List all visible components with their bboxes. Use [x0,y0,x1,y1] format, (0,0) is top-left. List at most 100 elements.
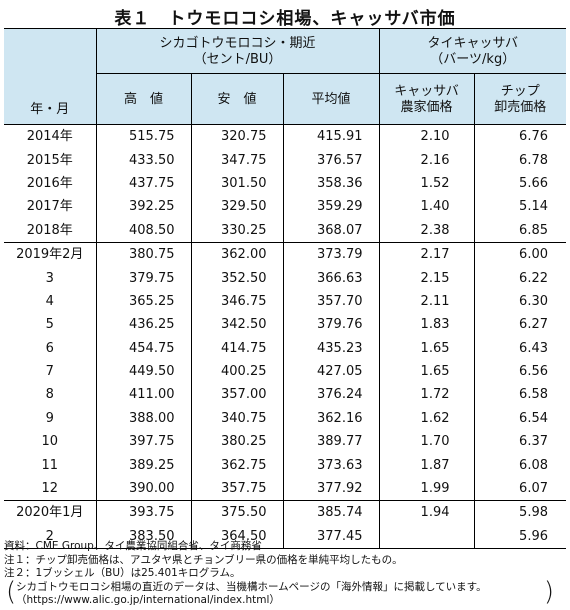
row-low: 352.50 [191,266,284,290]
header-chicago-corn-unit: （セント/BU） [193,51,282,67]
row-chip-price: 6.54 [519,410,548,426]
header-farm-price: キャッサバ 農家価格 [379,73,475,125]
note-source: 資料：CME Group、タイ農業協同組合省、タイ商務省 [4,540,262,552]
row-period: 2019年2月 [4,241,97,267]
row-farm-price: 1.99 [379,476,475,501]
row-chip-price: 5.14 [519,199,548,215]
row-farm-price: 2.15 [379,266,475,290]
row-low: 342.50 [191,313,284,337]
header-chip-price: チップ 卸売価格 [474,73,566,125]
note-link-text: シカゴトウモロコシ相場の直近のデータは、当機構ホームページの「海外情報」に掲載し… [16,580,487,593]
row-avg: 373.63 [283,453,380,477]
row-high: 392.25 [96,195,192,219]
header-farm-price-line1: キャッサバ [394,83,459,99]
row-chip-price: 5.98 [474,500,566,525]
close-paren-glyph: ) [543,576,554,607]
row-high: 449.50 [96,359,192,384]
row-low: 380.25 [191,430,284,454]
row-farm-price [379,524,475,549]
row-period: 2 [4,524,97,549]
header-thai-cassava: タイキャッサバ （バーツ/kg） [379,28,566,74]
row-avg: 385.74 [283,500,380,525]
row-high: 408.50 [96,218,192,243]
table-row: 3 379.75 352.50 366.63 2.15 6.22 [4,266,566,290]
row-high: 383.50 [96,524,192,549]
row-high: 389.25 [96,453,192,477]
row-low: 329.50 [191,195,284,219]
table-row: 2015年 433.50 347.75 376.57 2.16 6.78 [4,148,566,172]
row-low: 346.75 [191,289,284,314]
row-farm-price: 1.65 [379,359,475,384]
row-period: 8 [4,383,97,407]
row-chip-price: 6.37 [519,434,548,450]
row-high: 388.00 [96,406,192,431]
header-thai-cassava-title: タイキャッサバ [427,35,518,51]
row-avg: 389.77 [283,430,380,454]
row-avg: 379.76 [283,313,380,337]
row-low: 320.75 [191,124,284,149]
row-avg: 376.57 [283,148,380,172]
table-row: 2017年 392.25 329.50 359.29 1.40 5.14 [4,195,566,219]
row-chip-price: 6.08 [519,457,548,473]
row-avg: 377.45 [283,524,380,549]
row-high: 365.25 [96,289,192,314]
row-farm-price: 1.70 [379,430,475,454]
row-farm-price: 1.94 [379,500,475,525]
row-period: 2017年 [4,195,97,219]
table-row: 2 383.50 364.50 377.45 5.96 [4,524,566,549]
row-chip-price: 5.66 [519,175,548,191]
table-row: 8 411.00 357.00 376.24 1.72 6.58 [4,383,566,407]
row-period: 12 [4,476,97,501]
row-farm-price: 1.62 [379,406,475,431]
row-period: 6 [4,336,97,360]
table-row: 12 390.00 357.75 377.92 1.99 6.07 [4,476,566,501]
row-high: 379.75 [96,266,192,290]
price-table: 年・月 シカゴトウモロコシ・期近 （セント/BU） タイキャッサバ （バーツ/k… [4,28,566,550]
row-avg: 359.29 [283,195,380,219]
row-low: 357.75 [191,476,284,501]
table-row: 10 397.75 380.25 389.77 1.70 6.37 [4,430,566,454]
row-avg: 427.05 [283,359,380,384]
table-row: 2019年2月 380.75 362.00 373.79 2.17 6.00 [4,241,566,267]
row-farm-price: 2.17 [379,241,475,267]
header-high: 高 値 [96,73,192,125]
row-farm-price: 2.16 [379,148,475,172]
row-high: 436.25 [96,313,192,337]
row-farm-price: 1.83 [379,313,475,337]
row-farm-price: 1.65 [379,336,475,360]
row-period: 7 [4,359,97,384]
table-row: 4 365.25 346.75 357.70 2.11 6.30 [4,289,566,314]
row-farm-price: 2.10 [379,124,475,149]
row-farm-price: 1.52 [379,171,475,196]
row-farm-price: 1.40 [379,195,475,219]
row-low: 340.75 [191,406,284,431]
row-period: 4 [4,289,97,314]
table-row: 2018年 408.50 330.25 368.07 2.38 6.85 [4,218,566,243]
row-high: 393.75 [96,500,192,525]
row-chip-price: 6.76 [474,124,566,149]
row-chip-price: 5.96 [519,528,548,544]
row-avg: 376.24 [283,383,380,407]
row-period: 11 [4,453,97,477]
row-avg: 435.23 [283,336,380,360]
row-low: 330.25 [191,218,284,243]
row-period: 2014年 [4,124,97,149]
note-link-box: ( ) シカゴトウモロコシ相場の直近のデータは、当機構ホームページの「海外情報」… [4,576,566,608]
row-period: 2020年1月 [4,500,97,525]
row-avg: 366.63 [283,266,380,290]
row-chip-price: 6.27 [519,317,548,333]
row-high: 397.75 [96,430,192,454]
row-avg: 415.91 [283,124,380,149]
table-row: 2020年1月 393.75 375.50 385.74 1.94 5.98 [4,500,566,525]
row-avg: 362.16 [283,406,380,431]
row-period: 5 [4,313,97,337]
row-farm-price: 1.87 [379,453,475,477]
table-row: 5 436.25 342.50 379.76 1.83 6.27 [4,313,566,337]
row-low: 364.50 [191,524,284,549]
table-body: 2014年 515.75 320.75 415.91 2.10 6.76 2015年 433.… [4,124,566,549]
table-row: 6 454.75 414.75 435.23 1.65 6.43 [4,336,566,360]
row-chip-price: 6.00 [474,241,566,267]
row-high: 390.00 [96,476,192,501]
row-low: 301.50 [191,171,284,196]
row-high: 515.75 [96,124,192,149]
